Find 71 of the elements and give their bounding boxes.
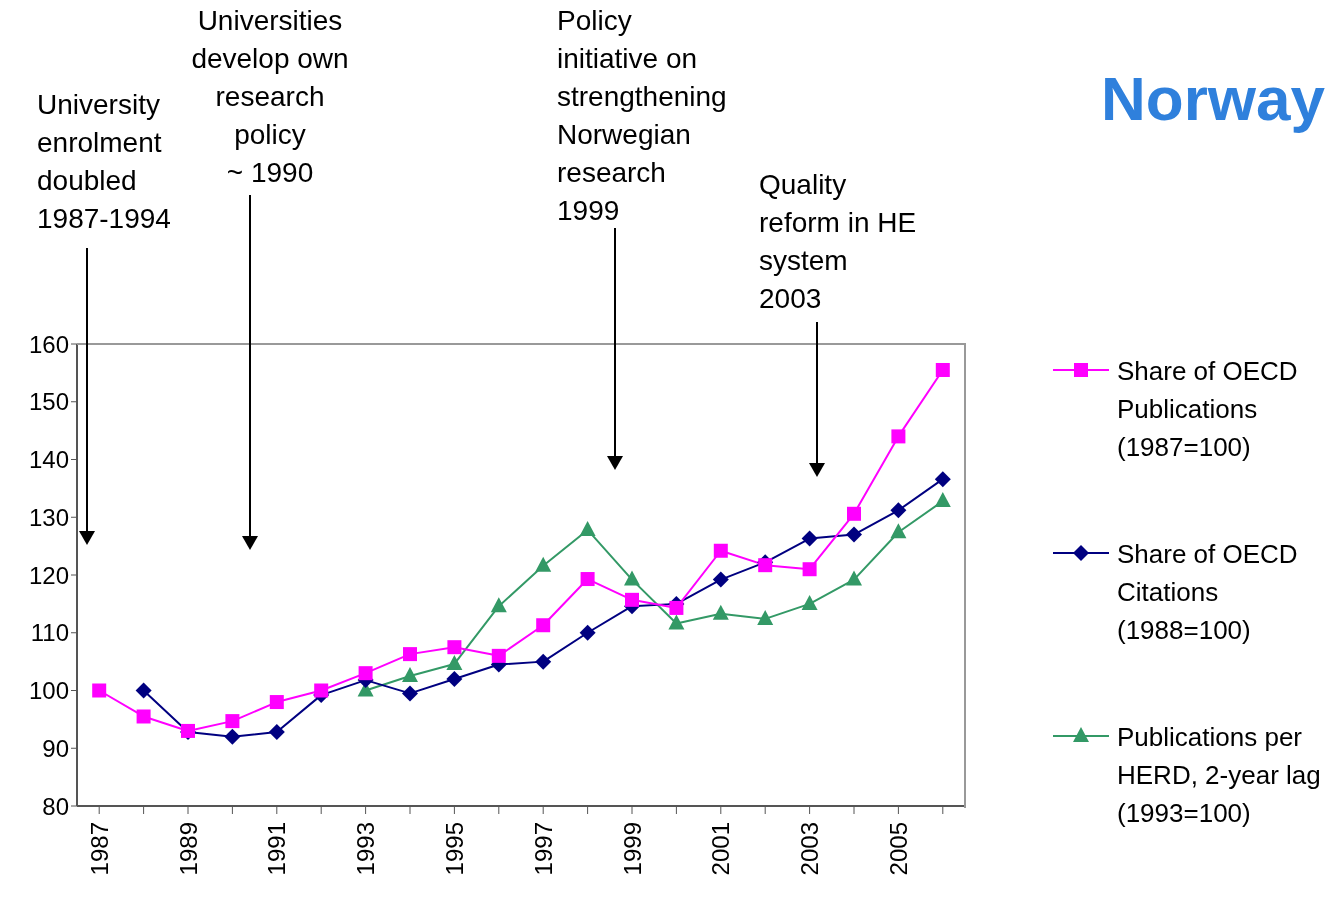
point [403, 647, 417, 662]
point [579, 520, 596, 536]
point [579, 624, 596, 641]
y-tick-label: 160 [28, 330, 69, 358]
point [269, 695, 284, 710]
x-tick-label: 1987 [85, 822, 113, 876]
point [225, 714, 240, 729]
y-tick-label: 100 [28, 677, 69, 705]
point [535, 653, 552, 670]
x-tick-label: 2001 [707, 822, 735, 876]
x-tick-label: 1991 [263, 822, 291, 876]
x-tick-label: 1993 [352, 822, 380, 876]
y-tick-label: 120 [28, 561, 69, 589]
text: Universities develop own research policy ~ 1990 [190, 4, 350, 190]
x-tick-label: 1997 [529, 822, 557, 876]
point [491, 648, 506, 663]
legend-label: Share of OECD Publications (1987=100) [1117, 355, 1298, 464]
point [891, 429, 906, 444]
point [625, 592, 639, 607]
point [935, 362, 950, 377]
point [402, 667, 418, 683]
point [712, 571, 729, 588]
y-tick-label: 110 [30, 619, 69, 647]
point [580, 572, 595, 587]
point [757, 609, 774, 625]
point [758, 558, 773, 573]
point [846, 526, 862, 543]
point [847, 506, 861, 521]
point [446, 670, 463, 687]
text: Quality reform in HE system 2003 [759, 168, 917, 316]
x-tick-label: 1995 [440, 822, 468, 876]
point [934, 471, 951, 488]
x-tick-label: 1989 [174, 822, 202, 876]
point [713, 543, 728, 558]
y-tick-label: 90 [42, 734, 69, 762]
point [801, 594, 818, 610]
point [224, 728, 241, 745]
x-tick-label: 1999 [618, 822, 646, 876]
point [314, 683, 329, 698]
point [712, 604, 729, 620]
point [92, 683, 107, 698]
point [934, 492, 951, 508]
text: University enrolment doubled 1987-1994 [37, 88, 171, 236]
y-tick-label: 140 [28, 446, 69, 474]
point [135, 682, 152, 699]
point [447, 640, 462, 655]
point [624, 570, 640, 586]
point [802, 562, 817, 577]
point [801, 530, 818, 547]
y-tick-label: 150 [28, 388, 69, 416]
point [402, 685, 418, 702]
x-tick-label: 2005 [884, 822, 912, 876]
point [268, 724, 285, 741]
point [890, 523, 907, 539]
y-tick-label: 80 [42, 792, 69, 820]
x-tick-label: 2003 [796, 822, 824, 876]
point [846, 570, 862, 586]
point [535, 556, 552, 572]
y-tick-label: 130 [28, 503, 69, 531]
point [536, 618, 551, 633]
text: Norway [1101, 63, 1325, 135]
point [490, 597, 507, 613]
point [669, 600, 684, 615]
point [890, 502, 907, 519]
legend-label: Publications per HERD, 2-year lag (1993=100) [1117, 721, 1321, 830]
point [668, 614, 685, 630]
legend-label: Share of OECD Citations (1988=100) [1117, 538, 1298, 647]
point [136, 709, 151, 724]
point [358, 666, 373, 681]
text: Policy initiative on strengthening Norwegian research 1999 [557, 4, 727, 228]
point [446, 654, 463, 670]
